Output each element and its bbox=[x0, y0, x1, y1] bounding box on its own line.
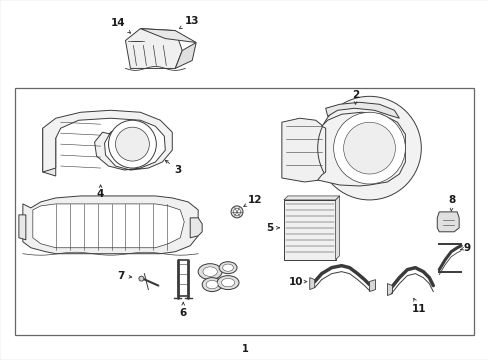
Ellipse shape bbox=[203, 267, 217, 276]
Polygon shape bbox=[281, 118, 325, 182]
Ellipse shape bbox=[219, 262, 237, 274]
Polygon shape bbox=[125, 28, 182, 68]
Polygon shape bbox=[317, 112, 405, 186]
Polygon shape bbox=[42, 128, 56, 176]
Text: 2: 2 bbox=[351, 90, 359, 104]
Text: 9: 9 bbox=[460, 243, 470, 253]
FancyBboxPatch shape bbox=[283, 200, 335, 260]
Text: 4: 4 bbox=[97, 185, 104, 199]
Text: 6: 6 bbox=[179, 302, 186, 319]
Polygon shape bbox=[325, 102, 399, 118]
Polygon shape bbox=[33, 204, 184, 248]
Polygon shape bbox=[436, 212, 458, 232]
Ellipse shape bbox=[217, 276, 239, 289]
Circle shape bbox=[343, 122, 395, 174]
Text: 5: 5 bbox=[266, 223, 279, 233]
Circle shape bbox=[139, 276, 143, 281]
Polygon shape bbox=[369, 280, 375, 292]
Ellipse shape bbox=[221, 278, 234, 287]
Polygon shape bbox=[42, 110, 172, 172]
Text: 8: 8 bbox=[447, 195, 455, 211]
Text: 3: 3 bbox=[165, 160, 182, 175]
Circle shape bbox=[333, 112, 405, 184]
Text: 13: 13 bbox=[179, 15, 199, 29]
Circle shape bbox=[233, 208, 240, 215]
Polygon shape bbox=[386, 284, 392, 296]
Polygon shape bbox=[140, 28, 196, 42]
Polygon shape bbox=[283, 196, 339, 200]
Text: 10: 10 bbox=[288, 276, 306, 287]
FancyBboxPatch shape bbox=[15, 88, 473, 336]
Polygon shape bbox=[23, 196, 198, 254]
Polygon shape bbox=[190, 218, 202, 238]
Text: 1: 1 bbox=[241, 345, 248, 354]
Ellipse shape bbox=[202, 278, 222, 292]
Polygon shape bbox=[309, 278, 314, 289]
Text: 12: 12 bbox=[244, 195, 262, 206]
Ellipse shape bbox=[206, 280, 218, 289]
Circle shape bbox=[230, 206, 243, 218]
Circle shape bbox=[115, 127, 149, 161]
Text: 7: 7 bbox=[117, 271, 131, 281]
Text: 14: 14 bbox=[111, 18, 130, 33]
Circle shape bbox=[317, 96, 421, 200]
Circle shape bbox=[108, 120, 156, 168]
Ellipse shape bbox=[222, 264, 233, 271]
Polygon shape bbox=[335, 196, 339, 260]
Polygon shape bbox=[175, 42, 196, 68]
Polygon shape bbox=[19, 215, 26, 240]
Ellipse shape bbox=[198, 264, 222, 280]
Text: 11: 11 bbox=[411, 298, 426, 315]
